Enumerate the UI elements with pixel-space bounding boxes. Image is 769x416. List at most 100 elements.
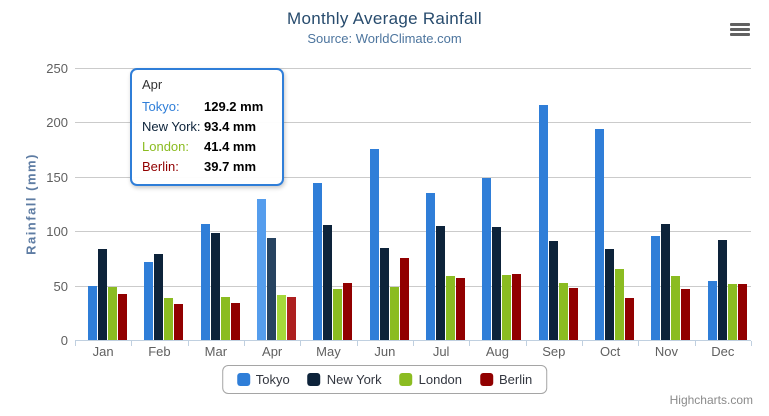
chart-title: Monthly Average Rainfall — [287, 9, 482, 28]
chart-subtitle: Source: WorldClimate.com — [307, 31, 462, 46]
bar-tokyo-aug[interactable] — [482, 178, 492, 340]
bar-london-jul[interactable] — [446, 275, 455, 340]
x-axis-tick — [582, 341, 583, 346]
bar-london-may[interactable] — [333, 288, 343, 340]
x-axis-label: Sep — [542, 344, 566, 359]
x-axis-tick — [525, 341, 527, 346]
bar-london-apr[interactable] — [277, 295, 286, 340]
bar-berlin-dec[interactable] — [737, 284, 747, 340]
bar-london-aug[interactable] — [502, 275, 512, 340]
legend-swatch-icon — [236, 373, 250, 386]
bar-new-york-apr[interactable] — [267, 238, 276, 340]
legend-swatch-icon — [399, 373, 413, 386]
tooltip-series-label: London: — [142, 138, 189, 154]
x-axis-tick — [187, 341, 189, 346]
x-axis-tick — [356, 341, 358, 346]
tooltip-series-value: 93.4 mm — [204, 118, 257, 134]
x-axis-tick — [75, 341, 76, 346]
y-axis-label: 0 — [60, 333, 68, 348]
x-axis-label: Mar — [204, 344, 228, 359]
gridline — [75, 68, 751, 69]
legend-swatch-icon — [307, 373, 321, 386]
x-axis-label: May — [316, 344, 341, 359]
tooltip-row: Berlin: 39.7 mm — [142, 156, 272, 176]
legend-item-tokyo[interactable]: Tokyo — [236, 372, 290, 387]
legend-item-label: London — [418, 372, 463, 387]
bar-berlin-sep[interactable] — [568, 288, 578, 340]
x-axis-label: Aug — [485, 344, 510, 359]
bar-new-york-jun[interactable] — [379, 248, 389, 340]
legend-item-berlin[interactable]: Berlin — [480, 372, 532, 387]
x-axis-tick — [244, 341, 245, 346]
tooltip-series-value: 41.4 mm — [204, 138, 257, 154]
y-axis-label: 100 — [46, 224, 68, 240]
bar-new-york-oct[interactable] — [605, 249, 614, 340]
bar-berlin-apr[interactable] — [287, 296, 296, 340]
x-axis-label: Jun — [374, 344, 396, 359]
legend-item-label: Berlin — [499, 372, 533, 387]
legend-item-label: New York — [326, 372, 382, 387]
bar-new-york-jan[interactable] — [98, 249, 107, 340]
bar-berlin-feb[interactable] — [174, 303, 184, 340]
gridline — [75, 285, 751, 287]
tooltip-series-value: 39.7 mm — [204, 158, 257, 174]
x-axis-tick — [638, 341, 640, 346]
x-axis-tick — [131, 341, 133, 346]
bar-london-jun[interactable] — [389, 287, 399, 340]
bar-berlin-nov[interactable] — [681, 289, 691, 340]
bar-london-sep[interactable] — [558, 283, 568, 340]
bar-new-york-nov[interactable] — [661, 224, 671, 340]
bar-london-mar[interactable] — [220, 297, 230, 340]
bar-new-york-dec[interactable] — [717, 239, 727, 340]
gridline — [75, 176, 751, 178]
y-axis-label: 150 — [46, 169, 68, 185]
legend: Tokyo New York London Berlin — [221, 365, 548, 394]
hamburger-icon — [730, 27, 750, 31]
bar-new-york-aug[interactable] — [492, 226, 502, 340]
bar-new-york-feb[interactable] — [154, 254, 164, 340]
gridline — [75, 122, 751, 124]
bar-tokyo-jul[interactable] — [426, 192, 435, 340]
bar-tokyo-nov[interactable] — [651, 236, 661, 340]
bar-new-york-jul[interactable] — [436, 225, 445, 340]
bar-tokyo-oct[interactable] — [595, 128, 604, 340]
bar-london-dec[interactable] — [727, 284, 737, 340]
bar-london-feb[interactable] — [164, 297, 174, 340]
credits-link[interactable]: Highcharts.com — [669, 393, 753, 407]
bar-berlin-oct[interactable] — [625, 297, 634, 340]
bar-tokyo-feb[interactable] — [144, 262, 154, 340]
bar-london-nov[interactable] — [671, 275, 681, 340]
bar-berlin-jan[interactable] — [118, 293, 127, 340]
bar-london-jan[interactable] — [108, 286, 117, 340]
tooltip-series-value: 129.2 mm — [204, 98, 264, 114]
x-axis-label: Jul — [432, 344, 450, 359]
legend-item-new-york[interactable]: New York — [307, 372, 382, 387]
legend-item-london[interactable]: London — [399, 372, 463, 387]
bar-tokyo-jan[interactable] — [88, 285, 97, 340]
tooltip-series-label: Berlin: — [142, 158, 179, 174]
bar-berlin-mar[interactable] — [230, 302, 240, 340]
bar-new-york-sep[interactable] — [548, 240, 558, 340]
bar-london-oct[interactable] — [615, 269, 624, 340]
bar-new-york-may[interactable] — [323, 224, 333, 340]
bar-tokyo-dec[interactable] — [707, 280, 717, 340]
tooltip-series-label: Tokyo: — [142, 98, 180, 114]
x-axis-label: Apr — [262, 344, 283, 359]
legend-item-label: Tokyo — [255, 372, 290, 387]
y-axis-title: Rainfall (mm) — [23, 153, 39, 255]
bar-tokyo-sep[interactable] — [538, 104, 548, 340]
bar-tokyo-apr[interactable] — [257, 199, 266, 340]
bar-tokyo-may[interactable] — [313, 183, 323, 340]
bar-berlin-may[interactable] — [343, 282, 353, 340]
bar-berlin-jun[interactable] — [399, 257, 409, 340]
x-axis-tick — [413, 341, 414, 346]
export-menu-button[interactable] — [726, 18, 754, 40]
bar-tokyo-jun[interactable] — [369, 148, 379, 340]
tooltip-series-label: New York: — [142, 118, 201, 134]
tooltip-title: Apr — [142, 77, 163, 92]
bar-tokyo-mar[interactable] — [200, 224, 210, 340]
bar-berlin-jul[interactable] — [456, 277, 465, 340]
bar-berlin-aug[interactable] — [512, 274, 522, 340]
tooltip-row: Tokyo: 129.2 mm — [142, 96, 272, 116]
bar-new-york-mar[interactable] — [210, 232, 220, 340]
